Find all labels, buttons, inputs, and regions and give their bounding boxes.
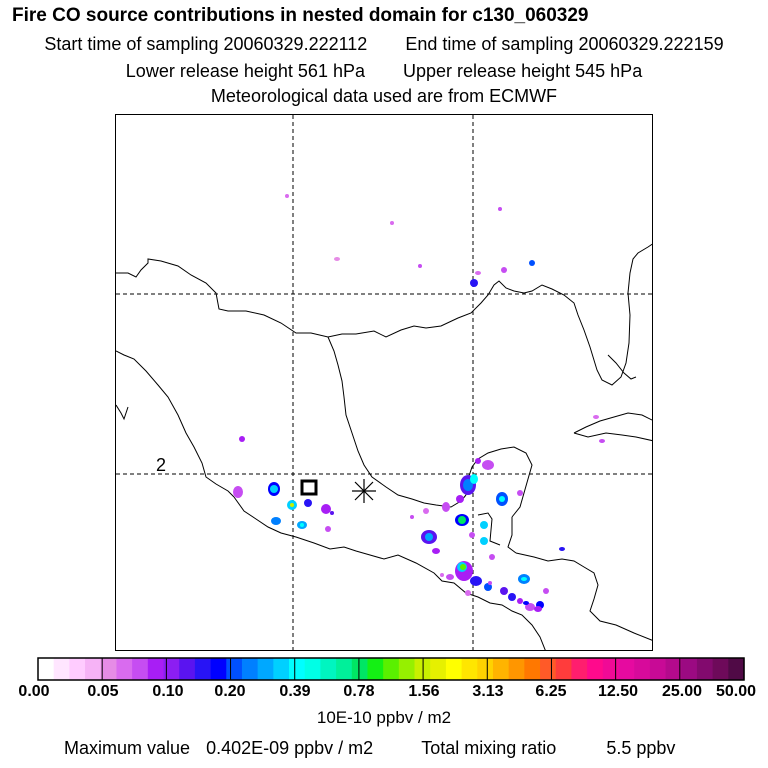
colorbar-swatch bbox=[602, 658, 620, 680]
baja-tip bbox=[116, 404, 129, 421]
colorbar-swatch bbox=[383, 658, 400, 680]
colorbar-tick-label: 0.00 bbox=[18, 683, 50, 700]
colorbar-swatch bbox=[241, 658, 259, 680]
total-mixing-value: 5.5 ppbv bbox=[606, 738, 676, 758]
colorbar-swatch bbox=[147, 658, 165, 680]
release-height-line: Lower release height 561 hPa Upper relea… bbox=[0, 61, 768, 82]
colorbar-tick-label: 0.78 bbox=[343, 683, 375, 700]
release-asterisk-marker bbox=[352, 479, 376, 503]
yucatan-coast bbox=[465, 446, 533, 518]
lower-height-value: 561 hPa bbox=[297, 61, 365, 81]
colorbar-swatch bbox=[728, 658, 745, 680]
colorbar-swatch bbox=[477, 658, 494, 680]
mexico-northwest-coast bbox=[116, 350, 235, 498]
colorbar-swatch bbox=[681, 658, 698, 680]
plot-title: Fire CO source contributions in nested d… bbox=[12, 5, 589, 26]
colorbar-swatch bbox=[618, 658, 635, 680]
start-time-label: Start time of sampling bbox=[44, 34, 219, 54]
colorbar-swatch bbox=[524, 658, 541, 680]
colorbar-swatch bbox=[587, 658, 604, 680]
fire-blobs bbox=[233, 194, 605, 612]
colorbar-swatch bbox=[289, 658, 306, 680]
colorbar-swatch bbox=[273, 658, 290, 680]
colorbar-swatch bbox=[226, 658, 243, 680]
end-time-label: End time of sampling bbox=[405, 34, 574, 54]
colorbar-swatch bbox=[367, 658, 384, 680]
colorbar-tick-label: 0.10 bbox=[152, 683, 184, 700]
colorbar-units: 10E-10 ppbv / m2 bbox=[316, 708, 452, 727]
colorbar-tick-label: 6.25 bbox=[535, 683, 567, 700]
colorbar-swatch bbox=[696, 658, 714, 680]
colorbar-tick-label: 12.50 bbox=[597, 683, 639, 700]
colorbar-swatch bbox=[665, 658, 682, 680]
colorbar-border bbox=[37, 657, 745, 681]
colorbar-swatch bbox=[210, 658, 227, 680]
colorbar-swatch bbox=[116, 658, 133, 680]
colorbar-svg bbox=[37, 657, 745, 681]
colorbar-swatch bbox=[398, 658, 416, 680]
colorbar-tick-label: 50.00 bbox=[715, 683, 757, 700]
colorbar-swatch bbox=[69, 658, 86, 680]
coastlines bbox=[116, 243, 652, 650]
sampling-time-line: Start time of sampling 20060329.222112 E… bbox=[0, 34, 768, 55]
colorbar-tick-label: 0.39 bbox=[279, 683, 311, 700]
colorbar-swatch bbox=[571, 658, 588, 680]
colorbar-tick-label: 0.05 bbox=[87, 683, 119, 700]
max-value-label: Maximum value bbox=[64, 738, 191, 758]
colorbar-swatch bbox=[163, 658, 180, 680]
colorbar-swatch bbox=[461, 658, 478, 680]
colorbar-swatch bbox=[445, 658, 463, 680]
gulf-west-shore bbox=[327, 336, 467, 508]
colorbar-swatch bbox=[132, 658, 149, 680]
colorbar-swatch bbox=[257, 658, 274, 680]
map-panel: 2 bbox=[115, 114, 653, 651]
florida-tip bbox=[607, 354, 637, 380]
max-value-text: 0.402E-09 ppbv / m2 bbox=[206, 738, 374, 758]
total-mixing-label: Total mixing ratio bbox=[421, 738, 557, 758]
start-time-value: 20060329.222112 bbox=[223, 34, 368, 54]
map-label-number: 2 bbox=[156, 455, 166, 475]
lower-height-label: Lower release height bbox=[125, 61, 293, 81]
colorbar-swatch bbox=[508, 658, 525, 680]
colorbar-swatch bbox=[555, 658, 573, 680]
colorbar-tick-label: 3.13 bbox=[472, 683, 504, 700]
map-svg: 2 bbox=[116, 115, 652, 650]
colorbar-tick-label: 0.20 bbox=[214, 683, 246, 700]
colorbar-swatch bbox=[351, 658, 369, 680]
colorbar-swatch bbox=[649, 658, 667, 680]
colorbar-swatch bbox=[304, 658, 321, 680]
colorbar-swatch bbox=[492, 658, 510, 680]
gridlines bbox=[116, 115, 652, 650]
colorbar-swatch bbox=[634, 658, 651, 680]
end-time-value: 20060329.222159 bbox=[578, 34, 724, 54]
colorbar-swatch bbox=[540, 658, 557, 680]
colorbar-swatch bbox=[336, 658, 353, 680]
colorbar-swatch bbox=[712, 658, 729, 680]
colorbar-swatch bbox=[100, 658, 118, 680]
colorbar-swatch bbox=[38, 658, 55, 680]
colorbar-swatch bbox=[53, 658, 70, 680]
colorbar-swatch bbox=[194, 658, 212, 680]
guatemala-border bbox=[477, 512, 501, 546]
colorbar-swatch bbox=[179, 658, 196, 680]
colorbar-swatch bbox=[85, 658, 102, 680]
colorbar-tick-label: 25.00 bbox=[661, 683, 703, 700]
belize-border bbox=[507, 517, 517, 554]
cuba-outline bbox=[573, 412, 652, 442]
caribbean-coast bbox=[515, 552, 652, 641]
footer-summary: Maximum value 0.402E-09 ppbv / m2 Total … bbox=[64, 738, 675, 759]
us-coast bbox=[116, 243, 652, 386]
colorbar-swatch bbox=[320, 658, 337, 680]
colorbar-tick-label: 1.56 bbox=[408, 683, 440, 700]
colorbar-swatch bbox=[430, 658, 447, 680]
colorbar bbox=[0, 655, 768, 715]
upper-height-value: 545 hPa bbox=[575, 61, 643, 81]
receptor-square-marker bbox=[300, 479, 318, 496]
pacific-coast bbox=[233, 496, 546, 650]
upper-height-label: Upper release height bbox=[403, 61, 571, 81]
met-data-line: Meteorological data used are from ECMWF bbox=[210, 86, 558, 106]
